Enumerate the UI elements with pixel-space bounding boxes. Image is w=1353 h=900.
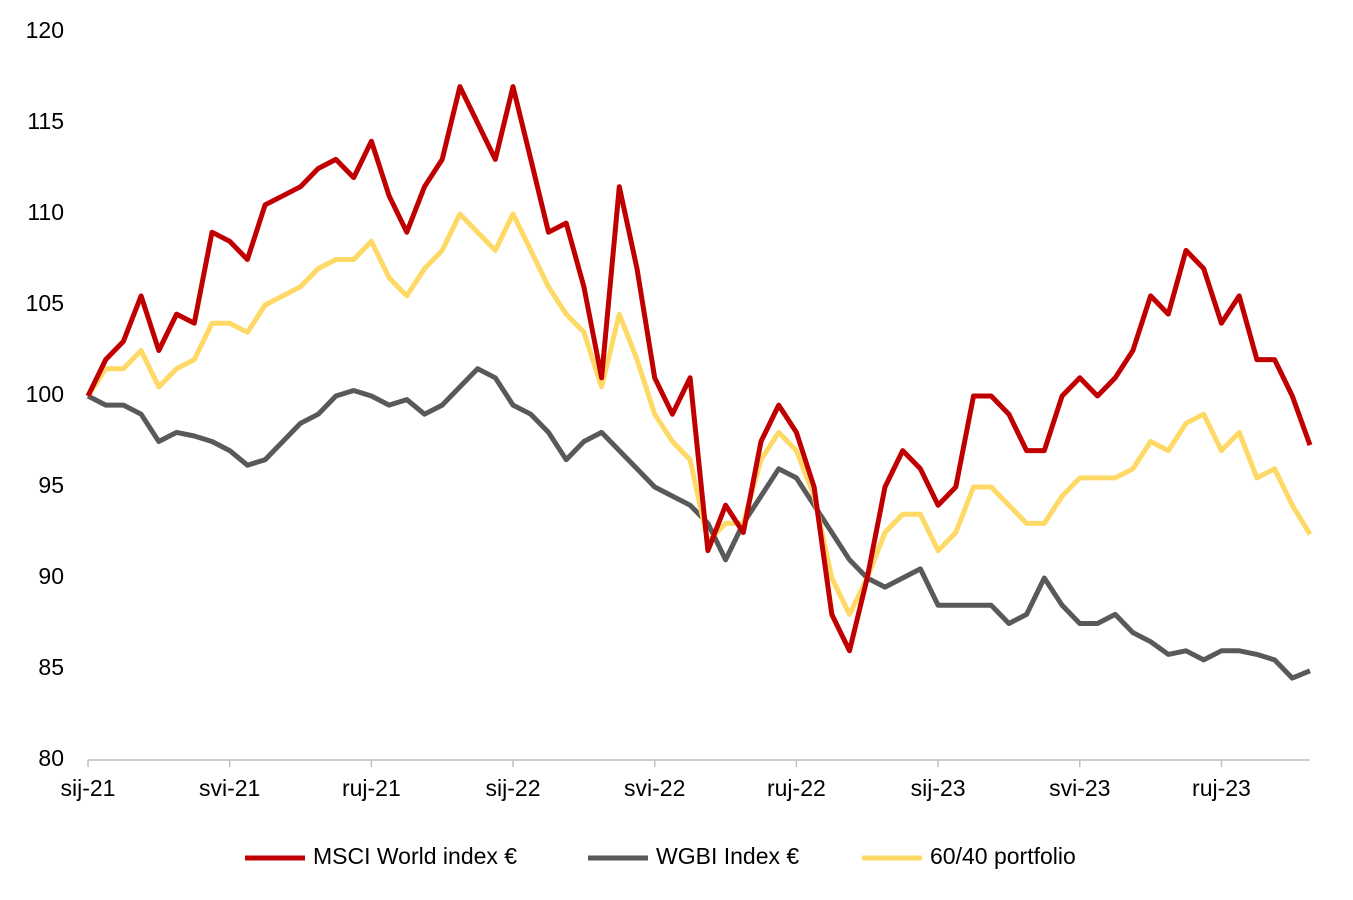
- legend-label: WGBI Index €: [656, 843, 799, 869]
- x-tick-label: sij-21: [61, 775, 116, 801]
- y-tick-label: 95: [38, 472, 64, 498]
- x-tick-label: svi-21: [199, 775, 260, 801]
- y-tick-label: 110: [27, 199, 64, 225]
- x-tick-label: svi-22: [624, 775, 685, 801]
- x-tick-label: sij-22: [486, 775, 541, 801]
- x-tick-label: sij-23: [911, 775, 966, 801]
- legend-label: 60/40 portfolio: [930, 843, 1076, 869]
- y-tick-label: 115: [27, 108, 64, 134]
- y-tick-label: 80: [38, 745, 64, 771]
- line-series: [86, 366, 1311, 681]
- y-tick-label: 120: [26, 17, 64, 43]
- line-series: [85, 84, 1313, 654]
- legend-label: MSCI World index €: [313, 843, 517, 869]
- x-tick-label: svi-23: [1049, 775, 1110, 801]
- y-tick-label: 100: [26, 381, 64, 407]
- x-tick-label: ruj-22: [767, 775, 826, 801]
- x-tick-label: ruj-21: [342, 775, 401, 801]
- y-tick-label: 105: [26, 290, 64, 316]
- x-tick-label: ruj-23: [1192, 775, 1251, 801]
- y-tick-label: 85: [38, 654, 64, 680]
- y-tick-label: 90: [38, 563, 64, 589]
- line-series: [85, 211, 1313, 617]
